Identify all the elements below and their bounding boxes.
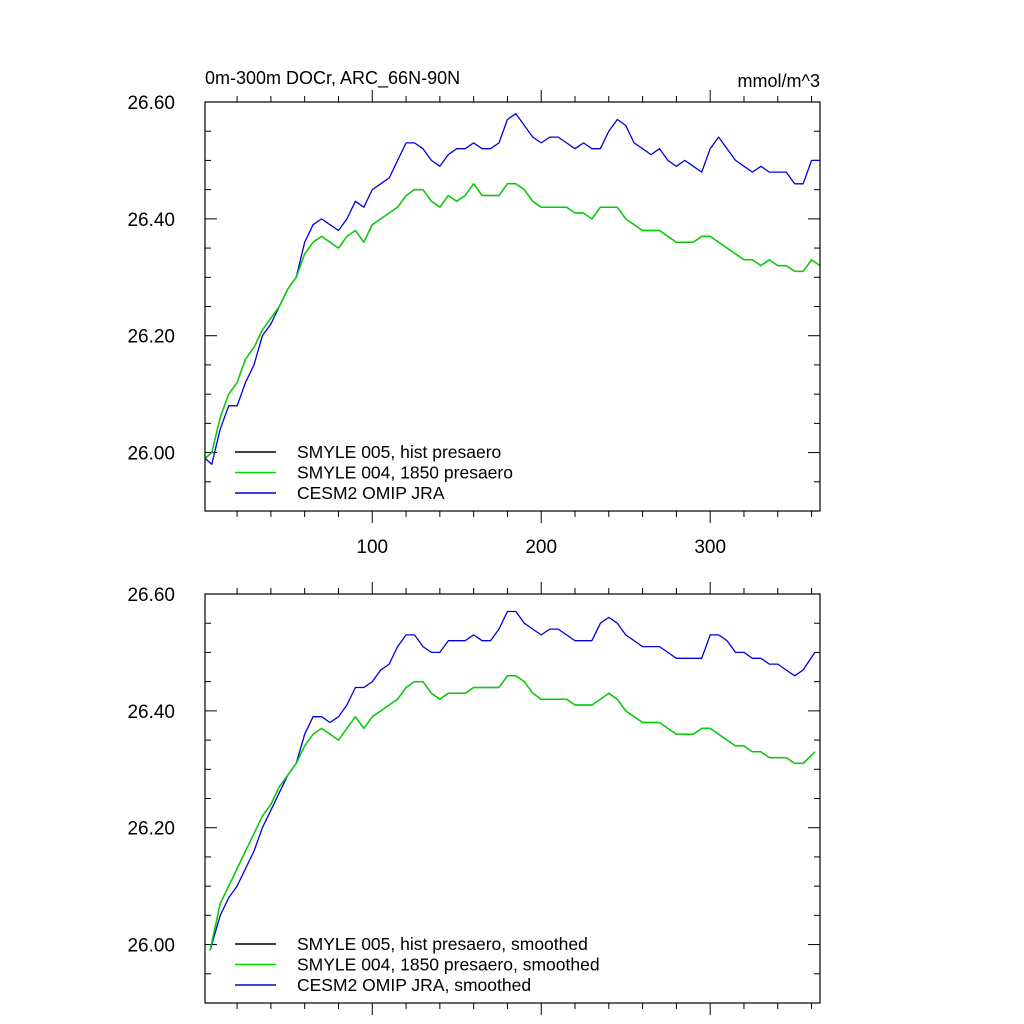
y-tick-label: 26.00 xyxy=(127,444,175,465)
x-tick-label: 300 xyxy=(694,537,726,558)
series-line xyxy=(204,113,820,465)
top-panel-title: 0m-300m DOCr, ARC_66N-90N xyxy=(205,68,460,89)
series-line xyxy=(204,183,821,459)
series-line xyxy=(209,675,816,951)
y-tick-label: 26.40 xyxy=(127,210,175,231)
y-tick-label: 26.20 xyxy=(127,819,175,840)
y-tick-label: 26.60 xyxy=(127,93,175,114)
top-panel-series xyxy=(204,113,821,465)
top-panel: 0m-300m DOCr, ARC_66N-90N mmol/m^3 26.00… xyxy=(127,68,821,558)
bottom-panel-ticks: 26.00 26.20 26.40 26.60 xyxy=(127,582,820,1015)
bottom-panel-legend: SMYLE 005, hist presaero, smoothedSMYLE … xyxy=(235,934,600,995)
bottom-panel-frame xyxy=(204,593,821,1004)
legend-label: SMYLE 005, hist presaero xyxy=(297,442,501,462)
top-panel-units: mmol/m^3 xyxy=(738,71,820,91)
top-panel-frame xyxy=(204,101,821,512)
legend-label: CESM2 OMIP JRA xyxy=(297,483,445,503)
series-line xyxy=(209,610,816,951)
bottom-panel-series xyxy=(209,610,816,951)
series-line xyxy=(209,675,816,951)
y-tick-label: 26.60 xyxy=(127,585,175,606)
y-tick-label: 26.00 xyxy=(127,936,175,957)
series-line xyxy=(204,183,821,459)
y-tick-label: 26.20 xyxy=(127,327,175,348)
legend-label: CESM2 OMIP JRA, smoothed xyxy=(297,975,531,995)
legend-label: SMYLE 005, hist presaero, smoothed xyxy=(297,934,588,954)
x-tick-label: 200 xyxy=(525,537,557,558)
legend-label: SMYLE 004, 1850 presaero, smoothed xyxy=(297,955,600,975)
x-tick-label: 100 xyxy=(356,537,388,558)
y-tick-label: 26.40 xyxy=(127,702,175,723)
top-panel-ticks: 26.00 26.20 26.40 26.60 100 200 300 xyxy=(127,90,820,558)
bottom-panel: 26.00 26.20 26.40 26.60 SMYLE 005, hist pre… xyxy=(127,582,821,1015)
legend-label: SMYLE 004, 1850 presaero xyxy=(297,463,513,483)
